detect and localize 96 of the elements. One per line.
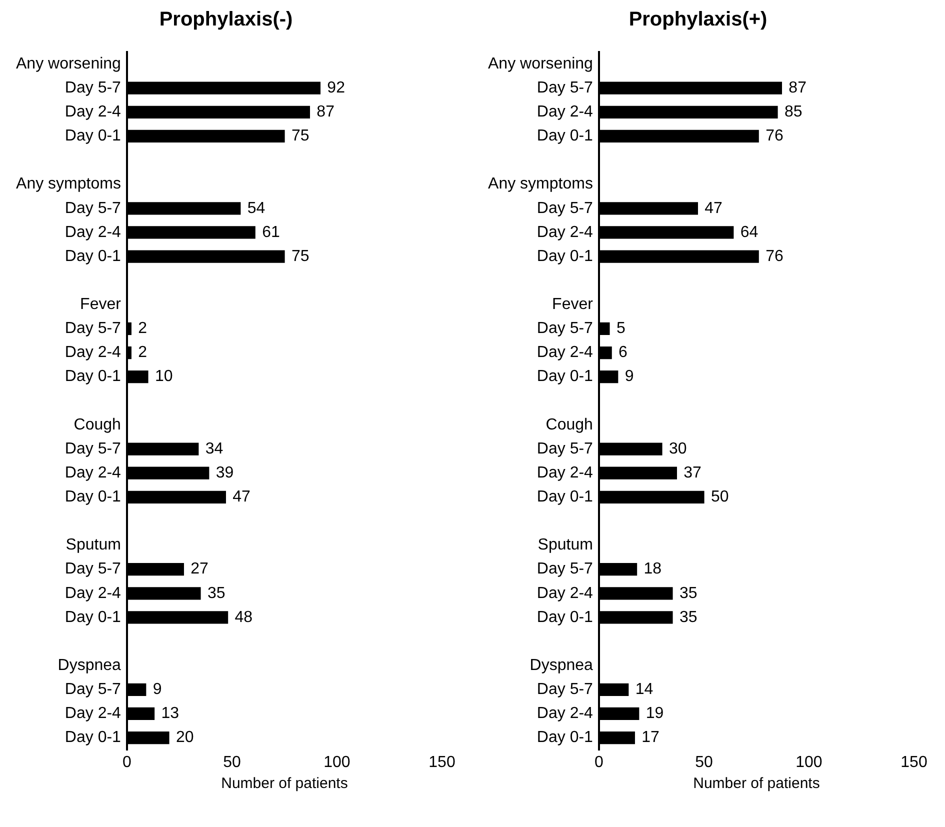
y-tick-label: Day 2-4 xyxy=(536,705,594,722)
y-tick-label: Fever xyxy=(552,296,594,314)
data-label: 30 xyxy=(668,440,687,458)
y-tick-label: Day 0-1 xyxy=(536,128,594,145)
data-label: 87 xyxy=(316,104,335,121)
data-label: 13 xyxy=(161,705,180,722)
x-tick-label: 0 xyxy=(594,754,604,771)
y-tick-label: Cough xyxy=(74,416,121,434)
data-label: 17 xyxy=(642,729,660,746)
data-label: 5 xyxy=(616,320,626,338)
y-tick-label: Day 2-4 xyxy=(536,104,594,121)
y-tick-label: Any worsening xyxy=(16,55,121,72)
data-label: 9 xyxy=(152,681,162,698)
y-tick-label: Day 5-7 xyxy=(64,681,122,698)
x-tick-label: 50 xyxy=(223,754,241,771)
chart-title: Prophylaxis(+) xyxy=(628,8,768,31)
y-tick-label: Day 2-4 xyxy=(64,344,122,362)
y-tick-label: Day 5-7 xyxy=(536,200,594,217)
data-label: 9 xyxy=(624,368,634,386)
data-label: 37 xyxy=(684,464,702,482)
y-tick-label: Day 2-4 xyxy=(64,705,122,722)
data-label: 10 xyxy=(154,368,173,386)
y-tick-label: Day 0-1 xyxy=(536,368,594,386)
y-tick-label: Day 0-1 xyxy=(64,608,122,626)
y-tick-label: Day 2-4 xyxy=(536,584,594,602)
y-tick-label: Day 0-1 xyxy=(64,368,122,386)
data-label: 76 xyxy=(766,248,784,265)
data-label: 64 xyxy=(740,224,758,241)
y-tick-label: Day 5-7 xyxy=(64,200,122,217)
y-tick-label: Day 0-1 xyxy=(536,248,594,265)
data-label: 2 xyxy=(138,344,148,362)
y-tick-label: Day 5-7 xyxy=(536,681,594,698)
y-tick-label: Day 5-7 xyxy=(64,440,122,458)
x-axis-title: Number of patients xyxy=(221,775,348,792)
y-tick-label: Day 5-7 xyxy=(536,320,594,338)
data-label: 35 xyxy=(679,584,698,602)
data-label: 75 xyxy=(291,248,310,265)
data-label: 75 xyxy=(291,128,310,145)
x-axis-title: Number of patients xyxy=(693,775,820,792)
data-label: 87 xyxy=(788,80,807,96)
y-tick-label: Dyspnea xyxy=(58,656,122,674)
data-label: 47 xyxy=(232,488,251,506)
data-label: 48 xyxy=(234,608,253,626)
data-label: 61 xyxy=(262,224,280,241)
y-tick-label: Day 0-1 xyxy=(536,608,594,626)
y-tick-label: Day 0-1 xyxy=(64,488,122,506)
data-label: 34 xyxy=(205,440,224,458)
data-label: 6 xyxy=(618,344,628,362)
data-label: 18 xyxy=(644,560,662,578)
y-tick-label: Day 5-7 xyxy=(536,80,594,96)
y-tick-label: Dyspnea xyxy=(530,656,594,674)
y-tick-label: Fever xyxy=(80,296,122,314)
x-tick-label: 100 xyxy=(324,754,350,771)
y-tick-label: Any symptoms xyxy=(488,176,593,193)
chart-title: Prophylaxis(-) xyxy=(159,8,293,31)
data-label: 47 xyxy=(704,200,723,217)
data-label: 76 xyxy=(766,128,784,145)
y-tick-label: Day 2-4 xyxy=(64,464,122,482)
data-label: 50 xyxy=(710,488,729,506)
y-tick-label: Day 0-1 xyxy=(536,729,594,746)
x-tick-label: 150 xyxy=(428,754,456,771)
y-tick-label: Cough xyxy=(546,416,593,434)
data-label: 19 xyxy=(646,705,664,722)
data-label: 85 xyxy=(784,104,802,121)
x-tick-label: 50 xyxy=(695,754,713,771)
data-label: 35 xyxy=(679,608,698,626)
y-tick-label: Day 2-4 xyxy=(536,464,594,482)
x-tick-label: 100 xyxy=(796,754,822,771)
y-tick-label: Day 0-1 xyxy=(64,248,122,265)
x-tick-label: 0 xyxy=(122,754,132,771)
data-label: 14 xyxy=(635,681,654,698)
y-tick-label: Any symptoms xyxy=(16,176,121,193)
y-tick-label: Sputum xyxy=(66,536,121,554)
y-tick-label: Day 2-4 xyxy=(536,224,594,241)
data-label: 54 xyxy=(247,200,266,217)
data-label: 35 xyxy=(207,584,226,602)
y-tick-label: Sputum xyxy=(538,536,593,554)
y-tick-label: Day 0-1 xyxy=(64,729,122,746)
data-label: 2 xyxy=(138,320,148,338)
data-label: 20 xyxy=(176,729,194,746)
y-tick-label: Day 5-7 xyxy=(64,80,122,96)
y-tick-label: Day 5-7 xyxy=(64,320,122,338)
y-tick-label: Day 2-4 xyxy=(64,104,122,121)
y-tick-label: Day 5-7 xyxy=(64,560,122,578)
y-tick-label: Day 5-7 xyxy=(536,560,594,578)
y-tick-label: Day 2-4 xyxy=(64,584,122,602)
y-tick-label: Day 0-1 xyxy=(536,488,594,506)
y-tick-label: Day 0-1 xyxy=(64,128,122,145)
y-tick-label: Day 2-4 xyxy=(64,224,122,241)
y-tick-label: Any worsening xyxy=(488,55,593,72)
y-tick-label: Day 2-4 xyxy=(536,344,594,362)
data-label: 27 xyxy=(190,560,209,578)
y-tick-label: Day 5-7 xyxy=(536,440,594,458)
data-label: 92 xyxy=(327,80,346,96)
data-label: 39 xyxy=(216,464,234,482)
x-tick-label: 150 xyxy=(900,754,928,771)
